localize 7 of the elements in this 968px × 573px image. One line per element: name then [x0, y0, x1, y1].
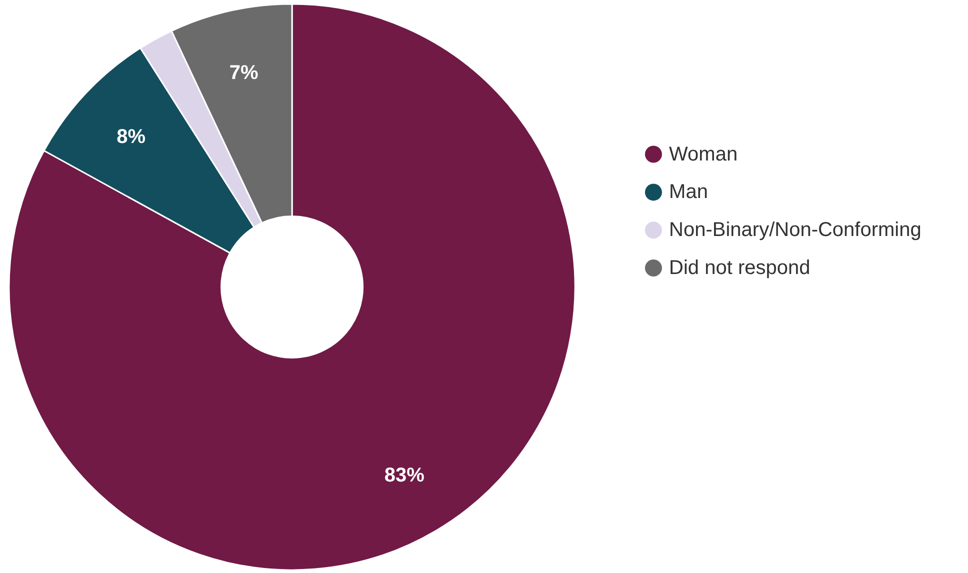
legend-label: Non-Binary/Non-Conforming [669, 219, 922, 242]
legend-label: Woman [669, 143, 738, 166]
data-label: 8% [116, 126, 146, 148]
data-label: 83% [384, 464, 425, 487]
legend-label: Did not respond [669, 257, 810, 280]
data-label: 7% [229, 62, 259, 84]
legend-label: Man [669, 181, 708, 204]
